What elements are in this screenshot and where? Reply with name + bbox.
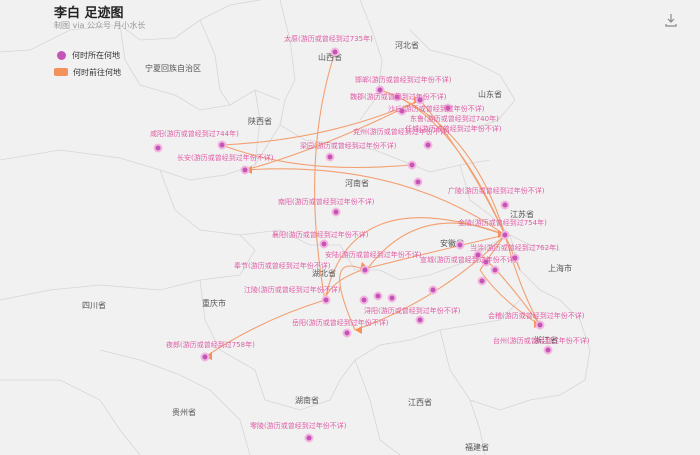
place-label: 东鲁(游历或曾经到过740年) xyxy=(410,114,499,123)
place-label: 咸阳(游历或曾经到过744年) xyxy=(150,129,239,138)
place-label: 邯郸(游历或曾经到过年份不详) xyxy=(355,75,452,84)
place-label: 任城(游历或曾经到过年份不详) xyxy=(405,124,502,133)
place-label: 夜郎(游历或曾经到过758年) xyxy=(166,340,255,349)
place-label: 兖州(游历或曾经到过年份不详) xyxy=(353,127,450,136)
province-label: 宁夏回族自治区 xyxy=(145,63,201,73)
location-dot-icon xyxy=(57,50,66,60)
province-label: 浙江省 xyxy=(534,335,558,345)
legend-label: 何时前往何地 xyxy=(73,67,121,77)
province-label: 山西省 xyxy=(318,52,342,62)
province-label: 江西省 xyxy=(408,397,432,407)
place-label: 魏郡(游历或曾经到过年份不详) xyxy=(350,92,447,101)
legend-item-route[interactable]: 何时前往何地 xyxy=(54,65,121,79)
place-labels: 太原(游历或曾经到过735年) 邯郸(游历或曾经到过年份不详) 魏郡(游历或曾经… xyxy=(150,34,590,430)
province-label: 河南省 xyxy=(345,178,369,188)
legend-label: 何时所在何地 xyxy=(72,50,120,60)
place-label: 零陵(游历或曾经到过年份不详) xyxy=(250,421,347,430)
place-label: 太原(游历或曾经到过735年) xyxy=(284,34,373,43)
legend-item-location[interactable]: 何时所在何地 xyxy=(54,48,121,62)
province-borders xyxy=(0,0,591,455)
province-label: 江苏省 xyxy=(510,209,534,219)
place-label: 台州(游历或曾经到过年份不详) xyxy=(493,336,590,345)
route-swatch-icon xyxy=(54,68,68,76)
place-label: 长安(游历或曾经到过年份不详) xyxy=(177,153,274,162)
province-label: 湖南省 xyxy=(295,395,319,405)
place-label: 南阳(游历或曾经到过年份不详) xyxy=(278,197,375,206)
province-label: 山东省 xyxy=(478,89,502,99)
province-label: 陕西省 xyxy=(248,116,272,126)
place-label: 会稽(游历或曾经到过年份不详) xyxy=(488,311,585,320)
place-label: 浔阳(游历或曾经到过年份不详) xyxy=(364,306,461,315)
place-label: 安陆(游历或曾经到过年份不详) xyxy=(325,250,422,259)
location-dots xyxy=(153,47,553,443)
place-label: 江陵(游历或曾经到过年份不详) xyxy=(244,285,341,294)
province-label: 四川省 xyxy=(82,300,106,310)
legend: 何时所在何地 何时前往何地 xyxy=(54,48,121,82)
province-names: 宁夏回族自治区 山西省 河北省 山东省 陕西省 河南省 江苏省 安徽省 上海市 … xyxy=(82,40,572,452)
province-label: 河北省 xyxy=(395,40,419,50)
province-label: 湖北省 xyxy=(312,268,336,278)
page-title: 李白 足迹图 xyxy=(54,6,124,21)
place-label: 广陵(游历或曾经到过年份不详) xyxy=(448,186,545,195)
place-label: 奉节(游历或曾经到过年份不详) xyxy=(234,261,331,270)
province-label: 安徽省 xyxy=(440,238,464,248)
place-label: 金陵(游历或曾经到过754年) xyxy=(458,218,547,227)
place-label: 当涂(游历或曾经到过762年) xyxy=(470,243,559,252)
place-label: 襄阳(游历或曾经到过年份不详) xyxy=(272,230,369,239)
province-label: 福建省 xyxy=(465,442,489,452)
download-icon[interactable] xyxy=(664,12,678,27)
province-label: 重庆市 xyxy=(202,298,226,308)
place-label: 沙丘(游历或曾经到过年份不详) xyxy=(388,104,485,113)
place-label: 梁园(游历或曾经到过年份不详) xyxy=(300,141,397,150)
province-label: 贵州省 xyxy=(172,407,196,417)
place-label: 岳阳(游历或曾经到过年份不详) xyxy=(292,318,389,327)
place-label: 宣城(游历或曾经到过年份不详) xyxy=(420,255,517,264)
province-label: 上海市 xyxy=(548,263,572,273)
page-subtitle: 制图 via 公众号 月小水长 xyxy=(54,21,146,30)
